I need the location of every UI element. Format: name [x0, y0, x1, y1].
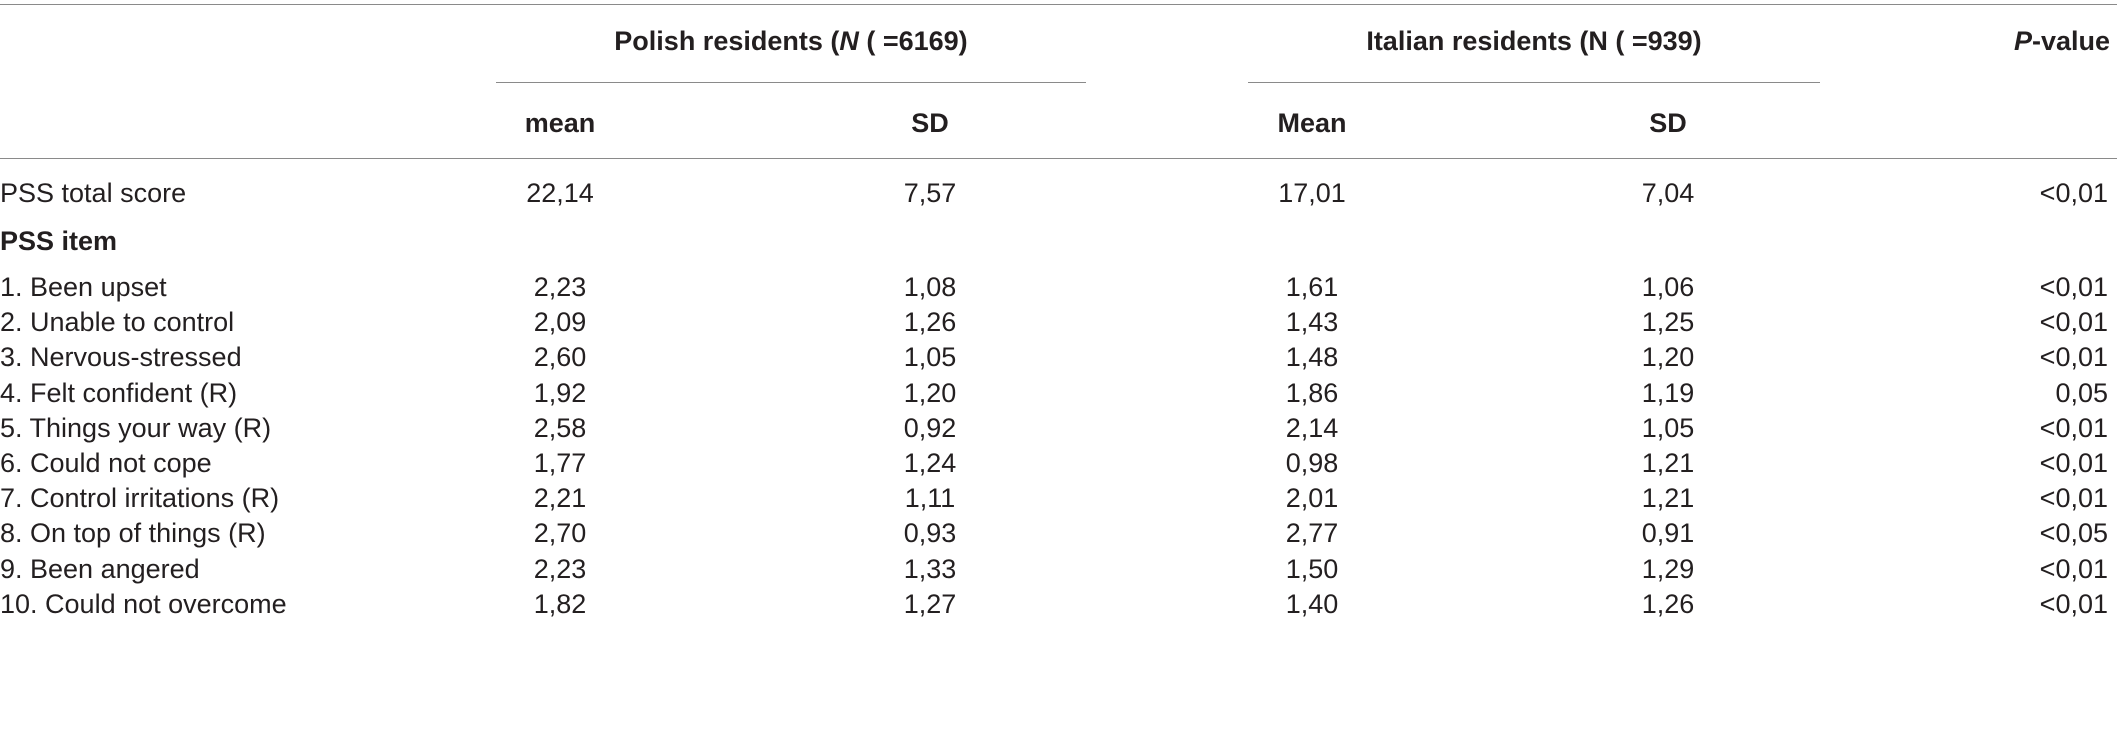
- italian-sd-cell: 1,25: [1641, 307, 1695, 337]
- polish-mean-cell: 2,09: [533, 307, 587, 337]
- polish-sd-cell: 1,08: [903, 272, 957, 302]
- row-label: 1. Been upset: [0, 272, 167, 302]
- italian-sd-cell: 1,29: [1641, 554, 1695, 584]
- polish-sd-cell: 1,11: [904, 483, 956, 513]
- italian-mean-cell: 0,98: [1285, 448, 1339, 478]
- polish-mean-cell: 1,77: [533, 448, 587, 478]
- row-label: PSS total score: [0, 178, 187, 208]
- row-label: 3. Nervous-stressed: [0, 342, 242, 372]
- pvalue-cell: <0,01: [2039, 413, 2108, 443]
- pvalue-cell: <0,01: [2039, 448, 2108, 478]
- italian-sd-cell: 1,19: [1641, 378, 1695, 408]
- italian-sd-cell: 1,06: [1641, 272, 1695, 302]
- table-top-rule: [0, 4, 2117, 5]
- pvalue-cell: <0,01: [2039, 589, 2108, 619]
- polish-sd-cell: 1,24: [903, 448, 957, 478]
- polish-header-n: N: [839, 26, 859, 56]
- polish-mean-cell: 2,70: [533, 518, 587, 548]
- header-bottom-rule: [0, 158, 2117, 159]
- polish-mean-cell: 2,23: [533, 554, 587, 584]
- italian-mean-cell: 2,77: [1285, 518, 1339, 548]
- italian-mean-header: Mean: [1277, 108, 1347, 138]
- polish-residents-header: Polish residents (N ( =6169): [496, 24, 1086, 58]
- row-label: 2. Unable to control: [0, 307, 235, 337]
- polish-mean-header: mean: [524, 108, 596, 138]
- pvalue-cell: <0,01: [2039, 483, 2108, 513]
- polish-mean-cell: 2,60: [533, 342, 587, 372]
- polish-header-text: Polish residents (: [614, 26, 840, 56]
- pvalue-header-p: P: [2013, 26, 2032, 56]
- polish-mean-cell: 1,82: [533, 589, 587, 619]
- polish-sd-cell: 1,20: [903, 378, 957, 408]
- polish-mean-cell: 2,58: [533, 413, 587, 443]
- italian-mean-cell: 1,86: [1285, 378, 1339, 408]
- pvalue-cell: <0,05: [2039, 518, 2108, 548]
- polish-sd-cell: 7,57: [903, 178, 957, 208]
- polish-header-count: ( =6169): [858, 26, 968, 56]
- italian-sd-cell: 7,04: [1641, 178, 1695, 208]
- polish-mean-cell: 2,23: [533, 272, 587, 302]
- italian-sd-cell: 1,26: [1641, 589, 1695, 619]
- polish-mean-cell: 22,14: [526, 178, 594, 208]
- pvalue-cell: 0,05: [2055, 378, 2108, 408]
- italian-sd-header: SD: [1649, 108, 1687, 138]
- italian-mean-cell: 1,61: [1285, 272, 1339, 302]
- pvalue-cell: <0,01: [2039, 272, 2108, 302]
- pvalue-cell: <0,01: [2039, 178, 2108, 208]
- italian-group-rule: [1248, 82, 1820, 83]
- row-label: 8. On top of things (R): [0, 518, 266, 548]
- pvalue-header: P-value: [1960, 24, 2110, 58]
- row-label: 4. Felt confident (R): [0, 378, 238, 408]
- pvalue-cell: <0,01: [2039, 342, 2108, 372]
- pss-item-section-label: PSS item: [0, 226, 118, 256]
- italian-mean-cell: 1,48: [1285, 342, 1339, 372]
- italian-sd-cell: 1,20: [1641, 342, 1695, 372]
- polish-sd-cell: 1,33: [903, 554, 957, 584]
- italian-mean-cell: 1,50: [1285, 554, 1339, 584]
- row-label: 6. Could not cope: [0, 448, 212, 478]
- polish-mean-cell: 1,92: [533, 378, 587, 408]
- row-label: 10. Could not overcome: [0, 589, 287, 619]
- pvalue-cell: <0,01: [2039, 307, 2108, 337]
- italian-mean-cell: 17,01: [1278, 178, 1346, 208]
- polish-sd-cell: 0,93: [903, 518, 957, 548]
- polish-mean-cell: 2,21: [533, 483, 587, 513]
- italian-residents-header: Italian residents (N ( =939): [1366, 26, 1702, 56]
- pvalue-cell: <0,01: [2039, 554, 2108, 584]
- italian-sd-cell: 0,91: [1641, 518, 1695, 548]
- polish-sd-header: SD: [911, 108, 949, 138]
- italian-mean-cell: 2,14: [1285, 413, 1339, 443]
- pvalue-header-rest: -value: [2031, 26, 2110, 56]
- italian-mean-cell: 2,01: [1285, 483, 1339, 513]
- polish-sd-cell: 1,05: [903, 342, 957, 372]
- italian-sd-cell: 1,05: [1641, 413, 1695, 443]
- italian-mean-cell: 1,40: [1285, 589, 1339, 619]
- row-label: 9. Been angered: [0, 554, 200, 584]
- italian-sd-cell: 1,21: [1641, 448, 1695, 478]
- polish-sd-cell: 1,26: [903, 307, 957, 337]
- polish-sd-cell: 1,27: [903, 589, 957, 619]
- italian-sd-cell: 1,21: [1641, 483, 1695, 513]
- italian-mean-cell: 1,43: [1285, 307, 1339, 337]
- row-label: 7. Control irritations (R): [0, 483, 280, 513]
- row-label: 5. Things your way (R): [0, 413, 272, 443]
- polish-group-rule: [496, 82, 1086, 83]
- polish-sd-cell: 0,92: [903, 413, 957, 443]
